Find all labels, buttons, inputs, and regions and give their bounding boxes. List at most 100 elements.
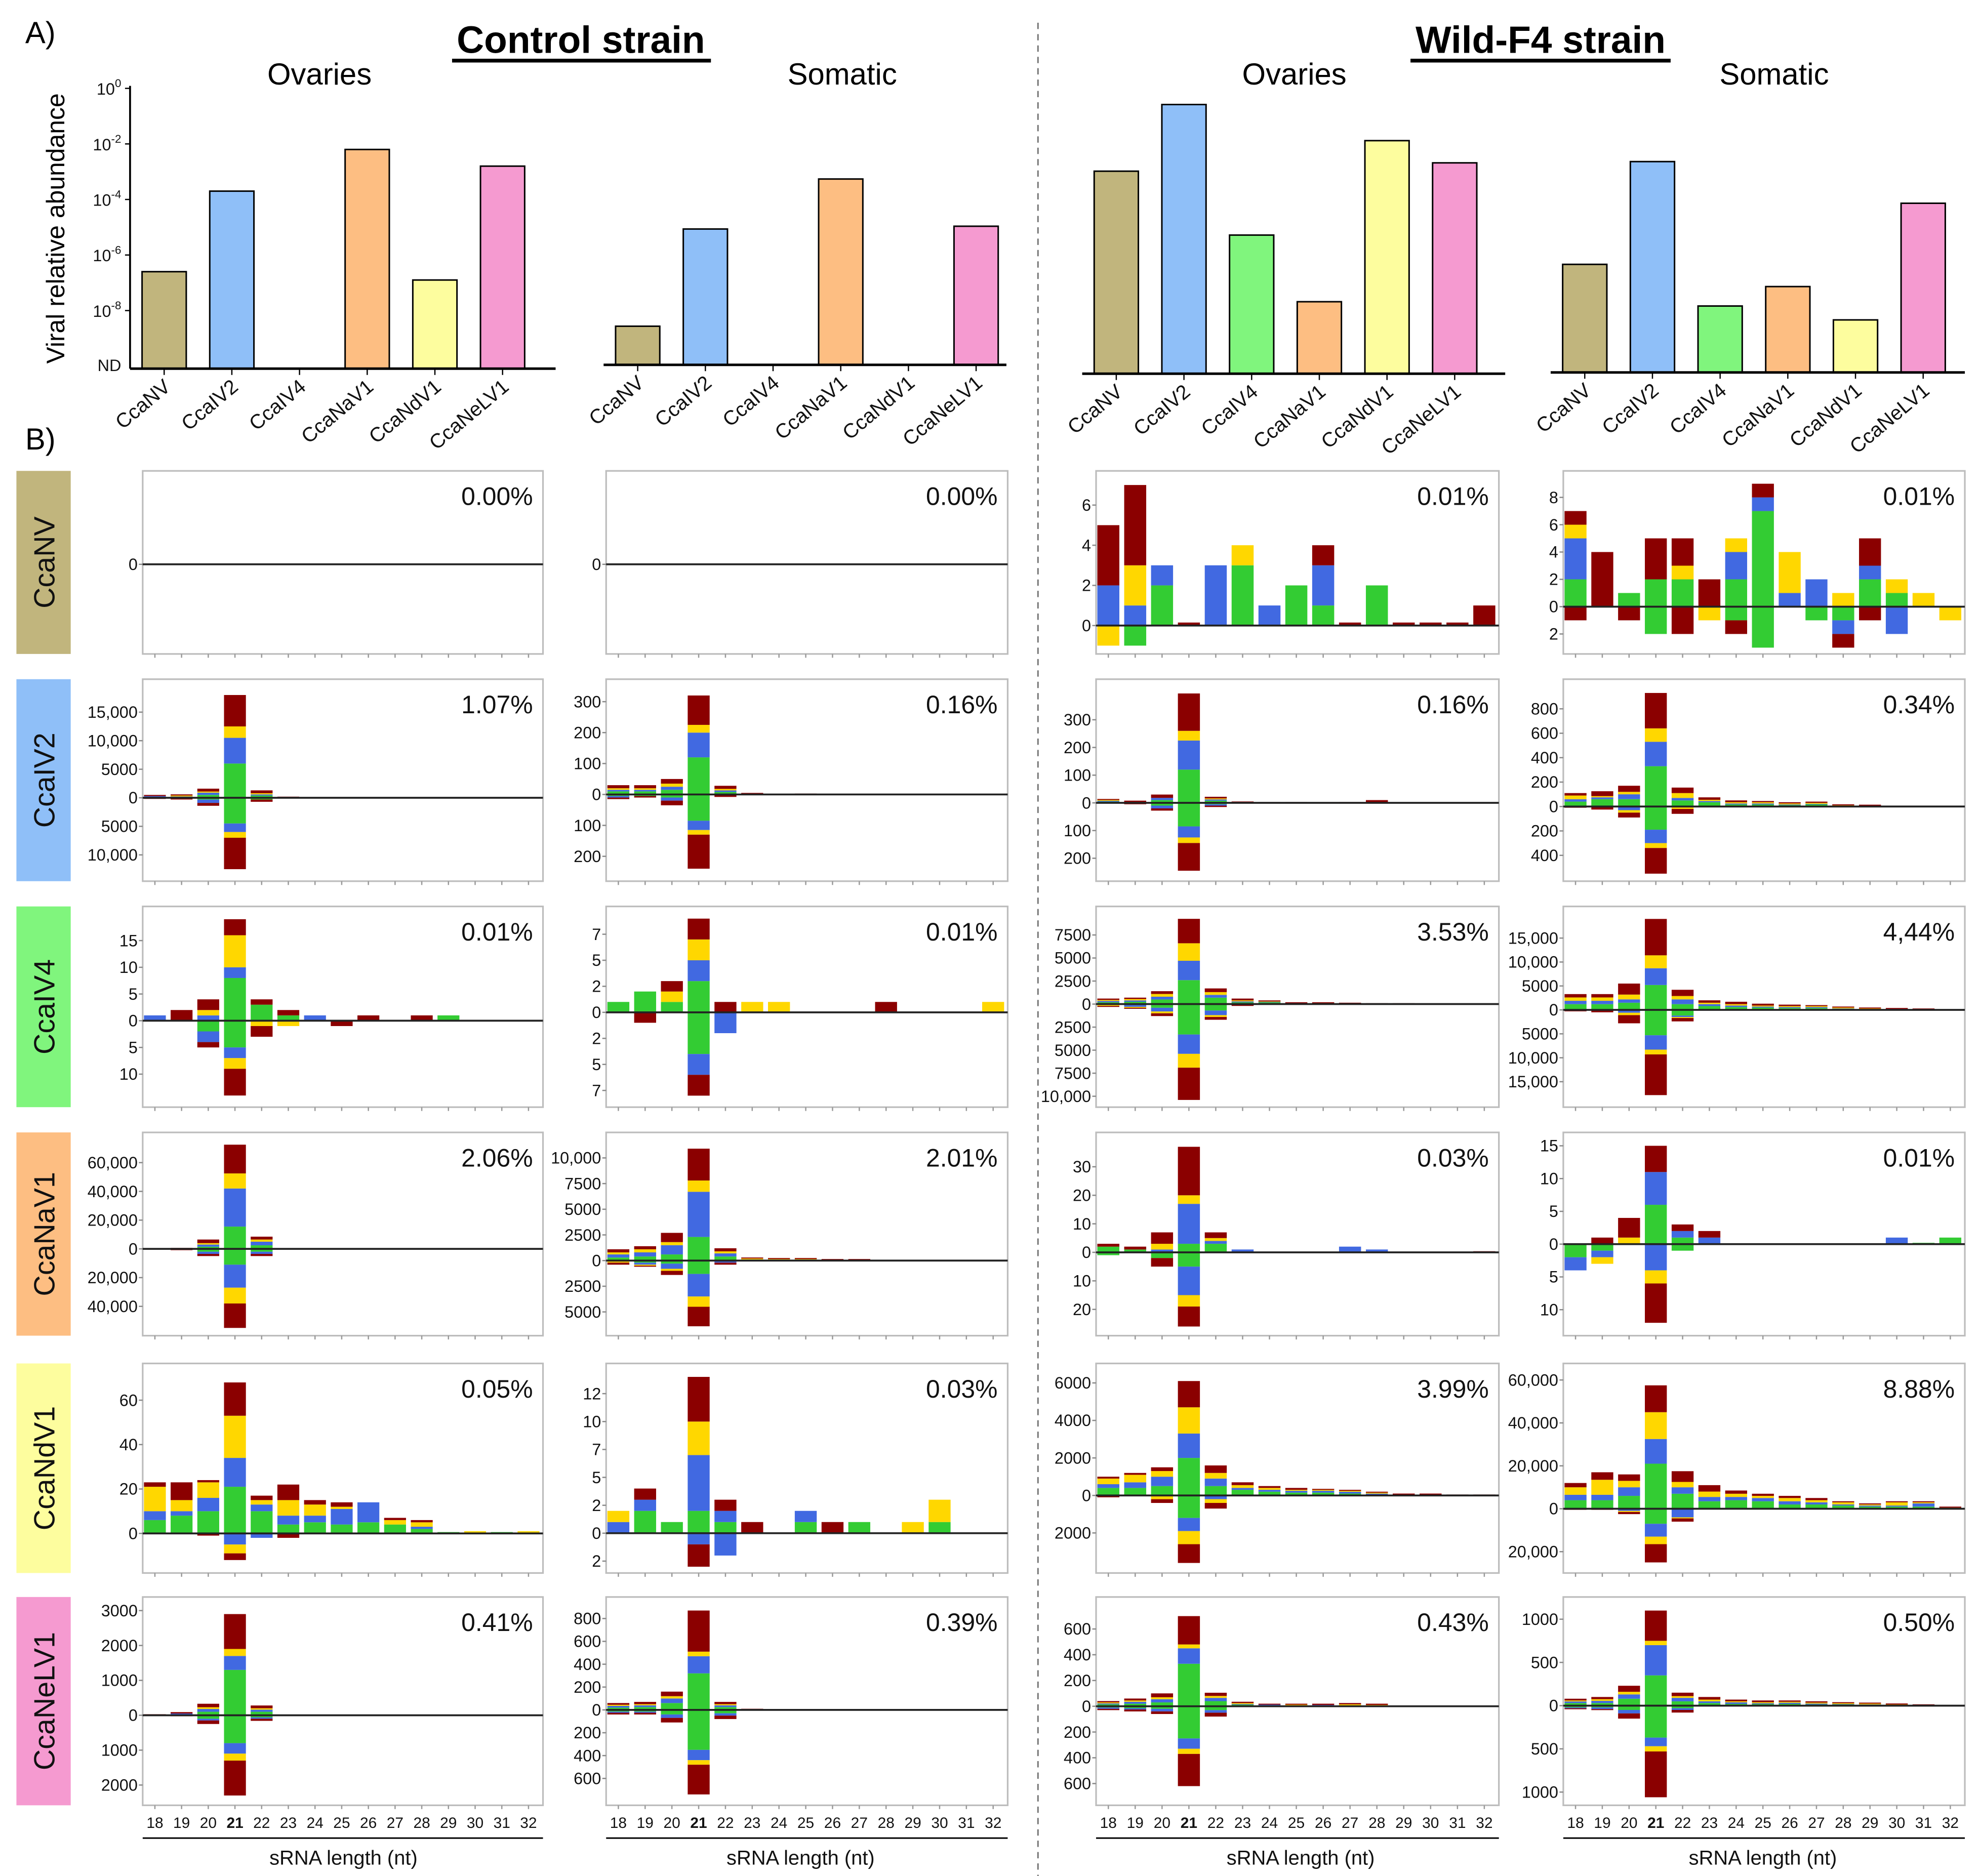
- y-tick-label: 6: [1549, 516, 1558, 534]
- bar-segment-antisense: [224, 1021, 246, 1048]
- bar-segment-sense: [1285, 1002, 1308, 1003]
- y-tick-label: 400: [574, 1655, 601, 1674]
- bar-segment-sense: [1231, 1704, 1254, 1706]
- bar-segment-sense: [1698, 799, 1721, 801]
- bar-segment-sense: [1097, 998, 1120, 1000]
- bar-segment-sense: [661, 787, 683, 790]
- y-tick-label: 5000: [564, 1200, 601, 1218]
- virus-name: CcaNaV1: [28, 1172, 61, 1296]
- bar-segment-antisense: [1671, 1709, 1694, 1713]
- bar-segment-sense: [714, 1251, 737, 1254]
- y-tick-label: 10-2: [93, 133, 121, 154]
- bar-segment-sense: [714, 789, 737, 791]
- bar-segment-sense: [1779, 593, 1801, 607]
- abundance-bar: [479, 165, 526, 370]
- bar-segment-sense: [197, 1709, 219, 1712]
- bar-segment-antisense: [634, 1266, 656, 1267]
- bar-segment-sense: [634, 1246, 656, 1249]
- bar-segment-sense: [1618, 786, 1640, 792]
- bar-segment-antisense: [224, 1303, 246, 1328]
- plot-frame: [142, 1362, 544, 1574]
- percent-label: 0.05%: [461, 1375, 533, 1403]
- bar-segment-sense: [1365, 1491, 1388, 1493]
- x-tick-label: 26: [824, 1815, 841, 1831]
- bar-segment-sense: [1231, 1485, 1254, 1488]
- bar-segment-antisense: [1618, 1709, 1640, 1714]
- bar-segment-sense: [607, 1522, 630, 1533]
- bar-segment-antisense: [634, 1012, 656, 1023]
- bar-segment-sense: [1752, 1498, 1774, 1501]
- bar-segment-sense: [277, 1516, 300, 1525]
- bar-segment-sense: [251, 794, 273, 796]
- bar-segment-sense: [1591, 1500, 1613, 1509]
- y-tick-label: 100: [574, 817, 601, 835]
- bar-segment-antisense: [688, 1274, 710, 1297]
- bar-segment-sense: [1805, 1703, 1828, 1705]
- percent-label: 0.16%: [1417, 690, 1488, 719]
- bar-segment-sense: [1124, 997, 1147, 999]
- bar-segment-antisense: [1645, 1544, 1667, 1563]
- x-tick-label: 18: [146, 1815, 163, 1831]
- bar-segment-antisense: [634, 1265, 656, 1266]
- bar-segment-sense: [1564, 538, 1587, 580]
- bar-segment-antisense: [1645, 1751, 1667, 1798]
- bar-segment-antisense: [1097, 1708, 1120, 1710]
- y-tick-label: 10: [1073, 1272, 1091, 1290]
- bar-segment-sense: [1151, 798, 1174, 800]
- bar-segment-sense: [251, 1241, 273, 1246]
- bar-segment-sense: [1645, 1675, 1667, 1706]
- bar-segment-sense: [1339, 1491, 1361, 1494]
- y-tick-label: 0: [592, 786, 601, 804]
- bar-segment-antisense: [1097, 1005, 1120, 1006]
- x-tick-label: 30: [931, 1815, 948, 1831]
- bar-segment-antisense: [1564, 606, 1587, 621]
- bar-segment-antisense: [1178, 1068, 1200, 1100]
- x-tick-label: 28: [1835, 1815, 1851, 1831]
- y-tick-label: 2000: [101, 1776, 138, 1795]
- abundance-bar: [1093, 170, 1140, 375]
- y-tick-label: 0: [1549, 1001, 1558, 1019]
- bar-segment-sense: [1204, 796, 1227, 799]
- bar-segment-antisense: [1151, 1499, 1174, 1503]
- y-tick-label: 5000: [1055, 1041, 1091, 1059]
- bar-segment-sense: [1725, 800, 1748, 802]
- bar-segment-antisense: [1178, 837, 1200, 843]
- bar-segment-sense: [1204, 1241, 1227, 1244]
- bar-segment-sense: [1258, 605, 1281, 626]
- bar-segment-sense: [1312, 1490, 1335, 1493]
- bar-segment-sense: [1752, 1702, 1774, 1703]
- bar-segment-antisense: [688, 1307, 710, 1327]
- bar-segment-sense: [741, 1258, 763, 1260]
- x-tick-label: 29: [904, 1815, 921, 1831]
- bar-segment-antisense: [1645, 1737, 1667, 1746]
- bar-segment-sense: [251, 793, 273, 795]
- bar-segment-antisense: [1645, 843, 1667, 848]
- bar-segment-sense: [1204, 1478, 1227, 1486]
- bar-segment-antisense: [1618, 810, 1640, 813]
- bar-segment-sense: [1885, 1008, 1908, 1009]
- bar-segment-sense: [1151, 585, 1174, 626]
- bar-segment-sense: [1645, 1645, 1667, 1676]
- bar-segment-sense: [251, 1236, 273, 1240]
- bar-segment-sense: [607, 788, 630, 790]
- bar-segment-sense: [1231, 1701, 1254, 1703]
- y-tick-label: 10: [119, 958, 138, 976]
- bar-segment-sense: [661, 1522, 683, 1533]
- bar-segment-antisense: [1671, 1017, 1694, 1018]
- y-tick-label: 15,000: [1508, 1073, 1558, 1091]
- bar-segment-sense: [1698, 801, 1721, 802]
- bar-segment-sense: [1231, 1249, 1254, 1252]
- bar-segment-sense: [1151, 565, 1174, 586]
- bar-segment-sense: [661, 1703, 683, 1710]
- bar-segment-antisense: [1618, 1511, 1640, 1512]
- bar-segment-sense: [1564, 1483, 1587, 1488]
- y-tick-label: 800: [574, 1610, 601, 1628]
- y-tick-label: 200: [1531, 822, 1558, 840]
- bar-segment-sense: [1204, 800, 1227, 803]
- bar-segment-sense: [224, 967, 246, 978]
- percent-label: 0.01%: [1417, 482, 1488, 511]
- bar-segment-sense: [768, 1259, 790, 1260]
- abundance-bar: [615, 325, 661, 366]
- abundance-bar: [209, 190, 255, 370]
- bar-segment-sense: [1725, 1493, 1748, 1497]
